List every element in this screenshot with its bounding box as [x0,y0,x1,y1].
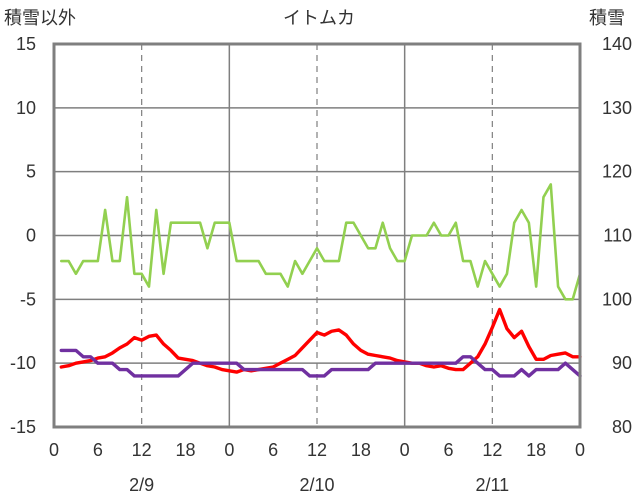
right-tick-label: 130 [602,98,632,118]
right-tick-label: 90 [612,353,632,373]
left-tick-label: 10 [16,98,36,118]
date-label: 2/9 [129,475,154,495]
x-tick-label: 18 [175,440,195,460]
x-tick-label: 0 [49,440,59,460]
x-tick-label: 6 [93,440,103,460]
left-tick-label: 5 [26,162,36,182]
x-tick-label: 18 [526,440,546,460]
right-axis-label: 積雪 [589,8,625,28]
series-line-2 [59,348,582,378]
x-tick-label: 12 [132,440,152,460]
left-tick-label: 0 [26,226,36,246]
right-tick-label: 120 [602,162,632,182]
left-tick-label: 15 [16,34,36,54]
right-tick-label: 110 [603,226,632,246]
series-line-0 [60,183,582,301]
x-tick-label: 0 [400,440,410,460]
right-tick-label: 140 [602,34,632,54]
left-tick-label: -10 [10,353,36,373]
x-tick-label: 0 [224,440,234,460]
date-label: 2/11 [475,475,509,495]
series-line-1 [59,307,582,374]
x-tick-label: 18 [351,440,371,460]
chart-title: イトムカ [283,8,355,28]
x-tick-label: 12 [482,440,502,460]
left-axis-label: 積雪以外 [4,8,76,28]
right-tick-label: 80 [612,417,632,437]
right-tick-label: 100 [602,289,632,309]
date-label: 2/10 [299,475,334,495]
x-tick-label: 0 [575,440,585,460]
x-tick-label: 12 [307,440,327,460]
left-tick-label: -5 [20,289,36,309]
x-tick-label: 6 [268,440,278,460]
series-layer [59,183,582,378]
x-tick-label: 6 [443,440,453,460]
grid [54,44,580,427]
left-tick-label: -15 [10,417,36,437]
plot-frame [52,42,582,429]
